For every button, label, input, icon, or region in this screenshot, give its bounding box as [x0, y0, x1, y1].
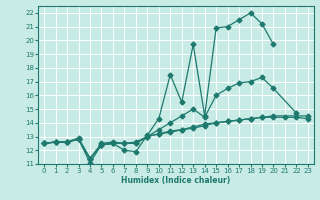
- X-axis label: Humidex (Indice chaleur): Humidex (Indice chaleur): [121, 176, 231, 185]
